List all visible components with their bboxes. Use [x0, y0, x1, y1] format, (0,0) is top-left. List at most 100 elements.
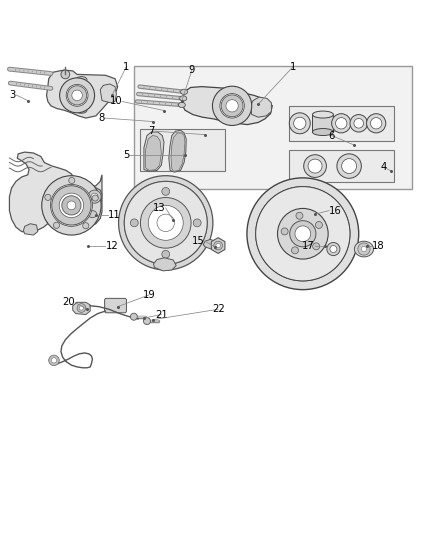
- Circle shape: [141, 198, 191, 248]
- Circle shape: [337, 154, 361, 179]
- Bar: [140, 128, 225, 171]
- Bar: [289, 150, 394, 182]
- Text: 5: 5: [123, 150, 130, 160]
- Circle shape: [119, 176, 213, 270]
- Circle shape: [281, 228, 288, 235]
- Circle shape: [371, 118, 382, 129]
- Circle shape: [62, 196, 81, 215]
- Text: 3: 3: [10, 90, 16, 100]
- Circle shape: [216, 244, 220, 248]
- Text: 18: 18: [372, 240, 385, 251]
- Circle shape: [162, 251, 170, 258]
- Circle shape: [69, 177, 75, 183]
- Ellipse shape: [312, 111, 333, 118]
- Circle shape: [67, 201, 76, 210]
- Ellipse shape: [178, 102, 185, 108]
- Circle shape: [220, 94, 244, 118]
- Circle shape: [51, 358, 57, 363]
- Bar: [312, 115, 333, 132]
- Polygon shape: [153, 258, 176, 271]
- Circle shape: [212, 86, 252, 125]
- Circle shape: [296, 212, 303, 219]
- Circle shape: [67, 86, 87, 105]
- Text: 17: 17: [302, 240, 315, 251]
- Polygon shape: [10, 152, 102, 232]
- Polygon shape: [73, 302, 90, 314]
- Circle shape: [247, 178, 359, 289]
- Polygon shape: [171, 133, 185, 171]
- Circle shape: [49, 355, 59, 366]
- Circle shape: [278, 208, 328, 259]
- Circle shape: [214, 241, 223, 250]
- Circle shape: [226, 100, 238, 112]
- Circle shape: [42, 176, 101, 235]
- Circle shape: [295, 226, 311, 241]
- Circle shape: [53, 222, 60, 228]
- Circle shape: [66, 84, 88, 106]
- Circle shape: [327, 243, 340, 256]
- Text: 20: 20: [62, 297, 75, 308]
- Text: 6: 6: [328, 131, 335, 141]
- Circle shape: [221, 95, 243, 117]
- Polygon shape: [354, 241, 374, 257]
- Circle shape: [367, 114, 386, 133]
- Circle shape: [88, 190, 101, 203]
- Polygon shape: [100, 84, 117, 103]
- Polygon shape: [23, 224, 38, 235]
- Circle shape: [157, 214, 174, 231]
- Circle shape: [61, 70, 70, 79]
- Text: 1: 1: [123, 61, 130, 71]
- Circle shape: [291, 247, 298, 254]
- Circle shape: [336, 118, 347, 129]
- Polygon shape: [182, 87, 272, 125]
- Circle shape: [45, 195, 51, 200]
- Circle shape: [124, 181, 207, 264]
- Circle shape: [72, 90, 82, 101]
- Circle shape: [293, 117, 306, 130]
- Circle shape: [91, 193, 98, 200]
- Circle shape: [350, 115, 367, 132]
- Circle shape: [193, 219, 201, 227]
- Polygon shape: [203, 239, 215, 249]
- Polygon shape: [251, 97, 272, 117]
- Polygon shape: [144, 132, 164, 171]
- Circle shape: [290, 221, 316, 247]
- Text: 4: 4: [381, 162, 387, 172]
- Ellipse shape: [88, 211, 97, 217]
- Circle shape: [256, 187, 350, 281]
- Text: 10: 10: [110, 96, 122, 107]
- Polygon shape: [146, 135, 161, 171]
- Polygon shape: [169, 130, 186, 172]
- Circle shape: [332, 114, 351, 133]
- Circle shape: [60, 78, 95, 113]
- Ellipse shape: [76, 77, 87, 83]
- Circle shape: [144, 318, 150, 325]
- Text: 21: 21: [155, 310, 168, 319]
- Circle shape: [342, 159, 357, 174]
- Ellipse shape: [76, 107, 87, 113]
- Circle shape: [79, 306, 84, 310]
- Text: 16: 16: [329, 206, 342, 216]
- Circle shape: [148, 205, 183, 240]
- Text: 11: 11: [108, 210, 120, 220]
- Circle shape: [83, 223, 89, 229]
- Text: 9: 9: [189, 65, 195, 75]
- Text: 8: 8: [99, 113, 105, 123]
- Circle shape: [358, 243, 370, 255]
- Bar: [289, 106, 394, 141]
- Text: 15: 15: [192, 236, 205, 246]
- Circle shape: [59, 193, 84, 217]
- Ellipse shape: [180, 96, 187, 101]
- Text: 19: 19: [143, 290, 155, 300]
- Polygon shape: [46, 70, 118, 118]
- Circle shape: [313, 243, 320, 250]
- Circle shape: [50, 184, 92, 227]
- Circle shape: [308, 159, 322, 173]
- Circle shape: [92, 195, 98, 201]
- Circle shape: [131, 313, 138, 320]
- Circle shape: [131, 219, 138, 227]
- Circle shape: [330, 246, 337, 253]
- Circle shape: [256, 187, 350, 281]
- Circle shape: [124, 181, 207, 264]
- Circle shape: [354, 118, 364, 128]
